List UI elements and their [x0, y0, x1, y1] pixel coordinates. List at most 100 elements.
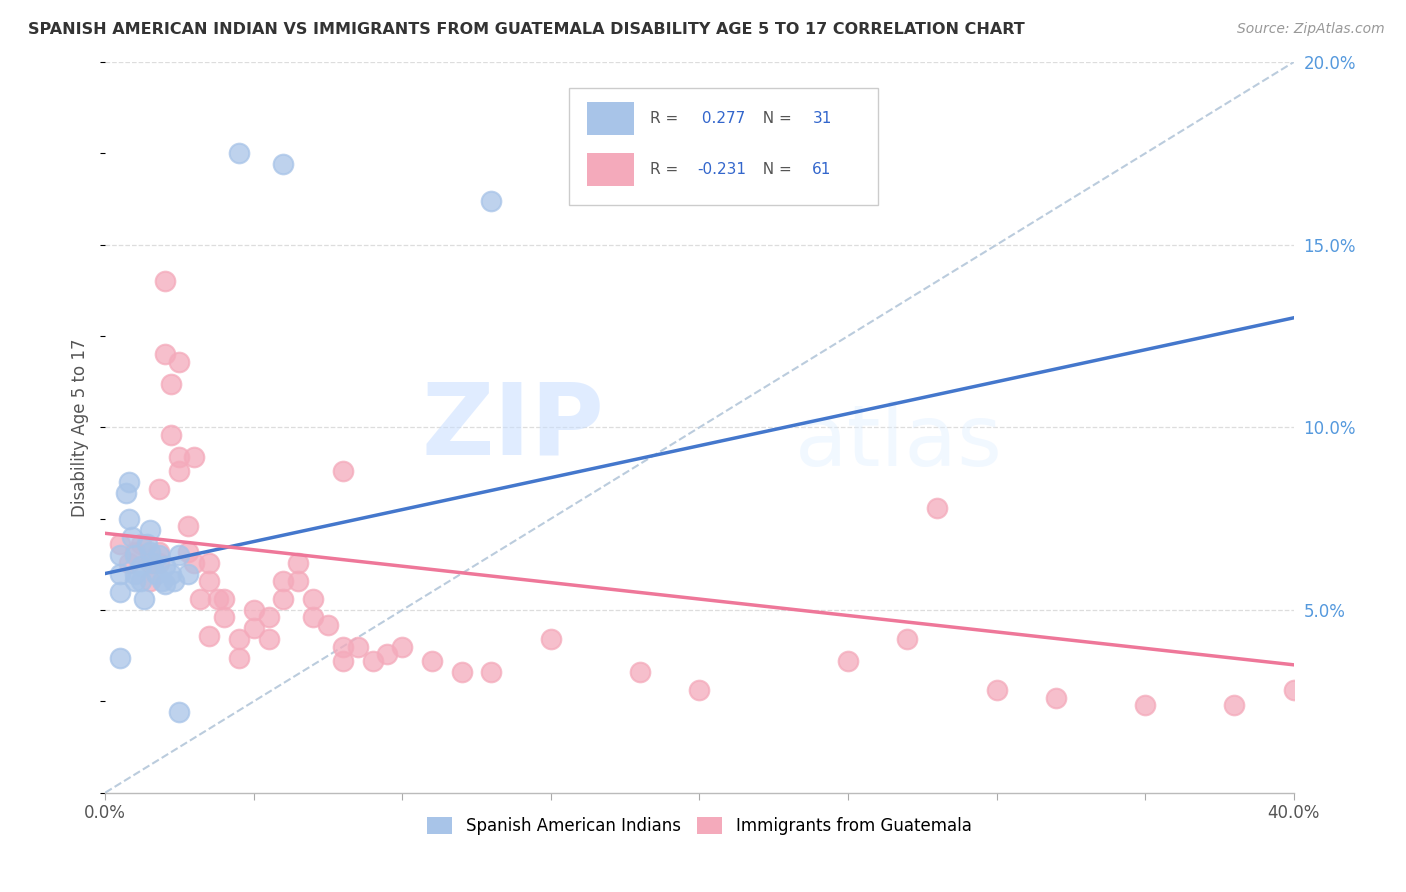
Point: [129, 574, 152, 588]
Text: SPANISH AMERICAN INDIAN VS IMMIGRANTS FROM GUATEMALA DISABILITY AGE 5 TO 17 CORR: SPANISH AMERICAN INDIAN VS IMMIGRANTS FR…: [28, 22, 1025, 37]
Point: [148, 548, 170, 562]
Point: [169, 706, 191, 720]
Point: [124, 566, 146, 581]
Text: R =: R =: [650, 162, 683, 177]
Point: [169, 548, 191, 562]
Point: [169, 450, 191, 464]
Point: [159, 566, 181, 581]
Point: [450, 665, 472, 679]
Text: N =: N =: [752, 162, 797, 177]
Point: [118, 556, 141, 570]
Point: [420, 654, 443, 668]
Point: [837, 654, 859, 668]
Bar: [586, 103, 634, 136]
Point: [377, 647, 399, 661]
Point: [145, 566, 167, 581]
Point: [302, 592, 325, 607]
Point: [108, 566, 131, 581]
Point: [212, 592, 235, 607]
Point: [153, 577, 176, 591]
Point: [183, 450, 205, 464]
Text: ZIP: ZIP: [422, 379, 605, 476]
Point: [1045, 690, 1067, 705]
Point: [115, 486, 138, 500]
Point: [273, 592, 295, 607]
Point: [361, 654, 384, 668]
Point: [135, 537, 157, 551]
Point: [688, 683, 710, 698]
Point: [108, 584, 131, 599]
Point: [228, 650, 250, 665]
Point: [1282, 683, 1305, 698]
Point: [124, 574, 146, 588]
Point: [228, 632, 250, 647]
Point: [129, 537, 152, 551]
Point: [927, 500, 949, 515]
Point: [242, 621, 264, 635]
Point: [139, 574, 162, 588]
Point: [124, 544, 146, 558]
Point: [287, 556, 309, 570]
Point: [257, 632, 280, 647]
FancyBboxPatch shape: [568, 87, 877, 204]
Point: [302, 610, 325, 624]
Point: [986, 683, 1008, 698]
Point: [142, 556, 165, 570]
Point: [159, 376, 181, 391]
Point: [162, 574, 184, 588]
Point: [332, 464, 354, 478]
Text: 31: 31: [813, 111, 832, 126]
Point: [198, 556, 221, 570]
Point: [132, 592, 155, 607]
Point: [346, 640, 368, 654]
Point: [177, 566, 200, 581]
Text: 61: 61: [813, 162, 832, 177]
Point: [183, 556, 205, 570]
Point: [212, 610, 235, 624]
Point: [148, 556, 170, 570]
Point: [177, 544, 200, 558]
Point: [391, 640, 413, 654]
Text: 0.277: 0.277: [697, 111, 745, 126]
Point: [198, 574, 221, 588]
Point: [108, 537, 131, 551]
Point: [242, 603, 264, 617]
Point: [332, 640, 354, 654]
Point: [118, 512, 141, 526]
Point: [148, 544, 170, 558]
Text: Source: ZipAtlas.com: Source: ZipAtlas.com: [1237, 22, 1385, 37]
Point: [169, 354, 191, 368]
Point: [108, 548, 131, 562]
Point: [188, 592, 211, 607]
Point: [153, 274, 176, 288]
Point: [139, 523, 162, 537]
Point: [129, 559, 152, 574]
Point: [273, 574, 295, 588]
Text: N =: N =: [752, 111, 797, 126]
Point: [896, 632, 918, 647]
Point: [153, 347, 176, 361]
Point: [316, 617, 339, 632]
Legend: Spanish American Indians, Immigrants from Guatemala: Spanish American Indians, Immigrants fro…: [427, 817, 972, 836]
Point: [177, 519, 200, 533]
Point: [1223, 698, 1246, 712]
Point: [169, 464, 191, 478]
Point: [148, 483, 170, 497]
Point: [198, 629, 221, 643]
Point: [540, 632, 562, 647]
Y-axis label: Disability Age 5 to 17: Disability Age 5 to 17: [72, 338, 89, 516]
Point: [124, 548, 146, 562]
Point: [1133, 698, 1156, 712]
Point: [207, 592, 229, 607]
Point: [118, 475, 141, 490]
Point: [273, 157, 295, 171]
Point: [481, 665, 503, 679]
Bar: [586, 153, 634, 186]
Text: atlas: atlas: [794, 401, 1002, 483]
Point: [332, 654, 354, 668]
Point: [228, 146, 250, 161]
Point: [108, 650, 131, 665]
Text: R =: R =: [650, 111, 683, 126]
Point: [287, 574, 309, 588]
Text: -0.231: -0.231: [697, 162, 747, 177]
